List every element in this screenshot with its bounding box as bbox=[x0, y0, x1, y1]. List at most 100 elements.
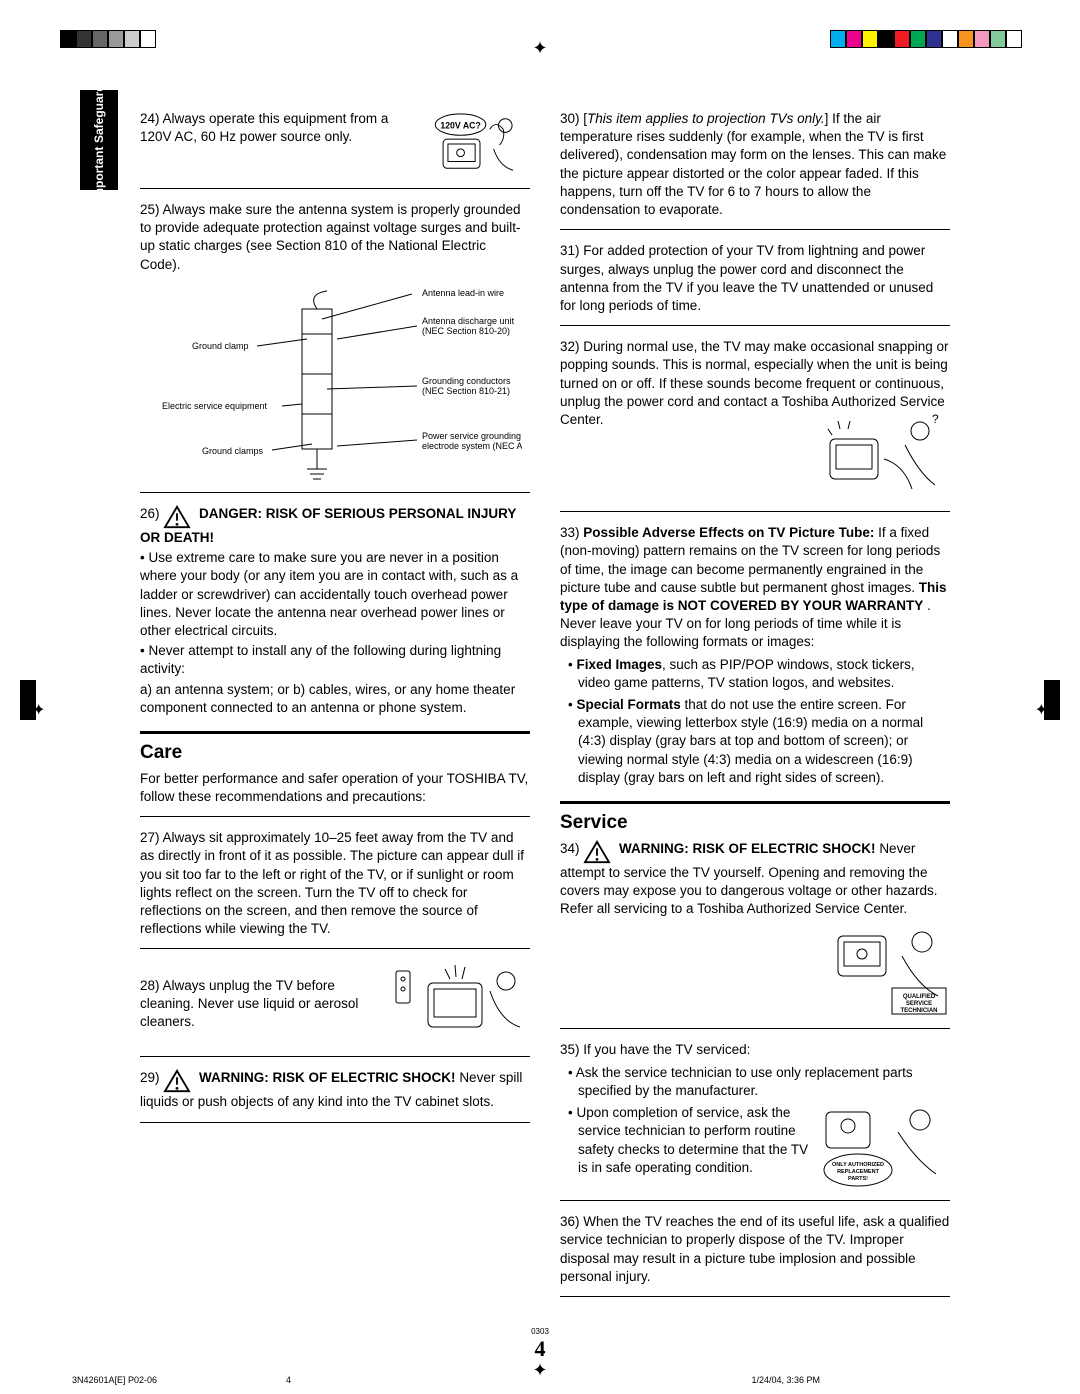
item-number: 26) bbox=[140, 506, 160, 521]
item-36: 36) When the TV reaches the end of its u… bbox=[560, 1213, 950, 1286]
svg-text:?: ? bbox=[932, 412, 939, 426]
item-p3: a) an antenna system; or b) cables, wire… bbox=[140, 681, 530, 717]
item-35-b2: • Upon completion of service, ask the se… bbox=[560, 1104, 814, 1177]
crosshair-icon: ✦ bbox=[532, 36, 547, 60]
item-p2: • Never attempt to install any of the fo… bbox=[140, 642, 530, 678]
svg-text:Antenna lead-in wire: Antenna lead-in wire bbox=[422, 288, 504, 298]
item-35-b1: • Ask the service technician to use only… bbox=[560, 1064, 950, 1100]
item-number: 32) bbox=[560, 339, 580, 354]
footer-center: 4 bbox=[286, 1374, 291, 1386]
svg-text:120V AC?: 120V AC? bbox=[440, 120, 480, 130]
item-text: Always make sure the antenna system is p… bbox=[140, 202, 521, 272]
tab-line1: Important bbox=[91, 147, 107, 202]
item-number: 30) bbox=[560, 111, 580, 126]
left-column: 24) Always operate this equipment from a… bbox=[140, 110, 530, 1309]
item-33-bullet1: • Fixed Images, such as PIP/POP windows,… bbox=[560, 656, 950, 692]
item-text: When the TV reaches the end of its usefu… bbox=[560, 1214, 949, 1284]
svg-text:Electric service equipment: Electric service equipment bbox=[162, 401, 268, 411]
item-34: 34) WARNING: RISK OF ELECTRIC SHOCK! Nev… bbox=[560, 840, 950, 1019]
footer-right: 1/24/04, 3:36 PM bbox=[751, 1374, 820, 1386]
item-27: 27) Always sit approximately 10–25 feet … bbox=[140, 829, 530, 938]
item-number: 36) bbox=[560, 1214, 580, 1229]
divider bbox=[140, 1056, 530, 1057]
section-tab: Important Safeguards bbox=[80, 90, 118, 190]
svg-text:Antenna discharge unit(NEC Sec: Antenna discharge unit(NEC Section 810-2… bbox=[422, 316, 515, 336]
item-head: Possible Adverse Effects on TV Picture T… bbox=[583, 525, 874, 540]
svg-text:Ground clamps: Ground clamps bbox=[202, 446, 264, 456]
snapping-illustration: ? bbox=[820, 411, 950, 501]
svg-text:PARTS!: PARTS! bbox=[848, 1176, 868, 1182]
tv-120v-illustration: 120V AC? bbox=[430, 110, 530, 178]
page-body: 24) Always operate this equipment from a… bbox=[140, 110, 950, 1309]
item-number: 34) bbox=[560, 841, 580, 856]
item-head: WARNING: RISK OF ELECTRIC SHOCK! bbox=[199, 1070, 456, 1085]
warning-triangle-icon bbox=[163, 505, 191, 529]
care-heading: Care bbox=[140, 740, 530, 766]
item-number: 24) bbox=[140, 111, 160, 126]
gray-swatches bbox=[60, 30, 156, 48]
print-registration-top: ✦ bbox=[0, 30, 1080, 48]
svg-text:Grounding conductors(NEC Secti: Grounding conductors(NEC Section 810-21) bbox=[422, 376, 511, 396]
item-head: WARNING: RISK OF ELECTRIC SHOCK! bbox=[619, 841, 876, 856]
footer-left: 3N42601A[E] P02-06 bbox=[72, 1374, 157, 1386]
item-number: 31) bbox=[560, 243, 580, 258]
care-intro: For better performance and safer operati… bbox=[140, 770, 530, 806]
divider bbox=[560, 511, 950, 512]
item-number: 25) bbox=[140, 202, 160, 217]
crosshair-icon: ✦ bbox=[32, 700, 45, 722]
item-29: 29) WARNING: RISK OF ELECTRIC SHOCK! Nev… bbox=[140, 1069, 530, 1111]
item-text: Always sit approximately 10–25 feet away… bbox=[140, 830, 524, 936]
right-column: 30) [This item applies to projection TVs… bbox=[560, 110, 950, 1309]
item-p1: • Use extreme care to make sure you are … bbox=[140, 549, 530, 640]
item-35: 35) If you have the TV serviced: • Ask t… bbox=[560, 1041, 950, 1190]
grounding-diagram: Antenna lead-in wire Antenna discharge u… bbox=[162, 284, 530, 484]
crosshair-icon: ✦ bbox=[1035, 700, 1048, 722]
section-rule bbox=[560, 801, 950, 804]
auth-parts-illustration: ONLY AUTHORIZED REPLACEMENT PARTS! bbox=[820, 1100, 950, 1190]
item-30: 30) [This item applies to projection TVs… bbox=[560, 110, 950, 219]
svg-text:Ground clamp: Ground clamp bbox=[192, 341, 249, 351]
item-number: 28) bbox=[140, 978, 160, 993]
item-rest: ] If the air temperature rises suddenly … bbox=[560, 111, 946, 217]
svg-text:TECHNICIAN: TECHNICIAN bbox=[901, 1008, 938, 1014]
item-28: 28) Always unplug the TV before cleaning… bbox=[140, 961, 530, 1046]
divider bbox=[560, 1200, 950, 1201]
item-32: 32) During normal use, the TV may make o… bbox=[560, 338, 950, 501]
item-head: DANGER: RISK OF SERIOUS PERSONAL INJURY … bbox=[140, 506, 516, 545]
item-number: 35) bbox=[560, 1042, 580, 1057]
divider bbox=[560, 1028, 950, 1029]
divider bbox=[140, 948, 530, 949]
item-31: 31) For added protection of your TV from… bbox=[560, 242, 950, 315]
section-rule bbox=[140, 731, 530, 734]
svg-text:Power service groundingelectro: Power service groundingelectrode system … bbox=[422, 431, 522, 451]
item-text: Always unplug the TV before cleaning. Ne… bbox=[140, 978, 358, 1029]
item-26: 26) DANGER: RISK OF SERIOUS PERSONAL INJ… bbox=[140, 505, 530, 717]
item-number: 29) bbox=[140, 1070, 160, 1085]
svg-text:QUALIFIED: QUALIFIED bbox=[903, 994, 936, 1000]
warning-triangle-icon bbox=[583, 840, 611, 864]
item-number: 33) bbox=[560, 525, 580, 540]
warning-triangle-icon bbox=[163, 1069, 191, 1093]
divider bbox=[140, 816, 530, 817]
item-text: Always operate this equipment from a 120… bbox=[140, 111, 388, 144]
divider bbox=[560, 1296, 950, 1297]
item-24: 24) Always operate this equipment from a… bbox=[140, 110, 530, 178]
divider bbox=[140, 492, 530, 493]
unplug-illustration bbox=[390, 961, 530, 1046]
item-text: For added protection of your TV from lig… bbox=[560, 243, 933, 313]
divider bbox=[140, 188, 530, 189]
color-swatches bbox=[830, 30, 1022, 48]
item-33-bullet2: • Special Formats that do not use the en… bbox=[560, 696, 950, 787]
svg-text:SERVICE: SERVICE bbox=[906, 1001, 932, 1007]
item-italic: This item applies to projection TVs only… bbox=[587, 111, 825, 126]
service-tech-illustration: QUALIFIED SERVICE TECHNICIAN bbox=[830, 918, 950, 1018]
divider bbox=[560, 325, 950, 326]
svg-text:REPLACEMENT: REPLACEMENT bbox=[837, 1169, 880, 1175]
divider bbox=[560, 229, 950, 230]
divider bbox=[140, 1122, 530, 1123]
svg-text:ONLY AUTHORIZED: ONLY AUTHORIZED bbox=[832, 1162, 884, 1168]
item-number: 27) bbox=[140, 830, 160, 845]
crosshair-icon: ✦ bbox=[532, 1358, 547, 1382]
service-heading: Service bbox=[560, 810, 950, 836]
tab-line2: Safeguards bbox=[91, 78, 107, 143]
